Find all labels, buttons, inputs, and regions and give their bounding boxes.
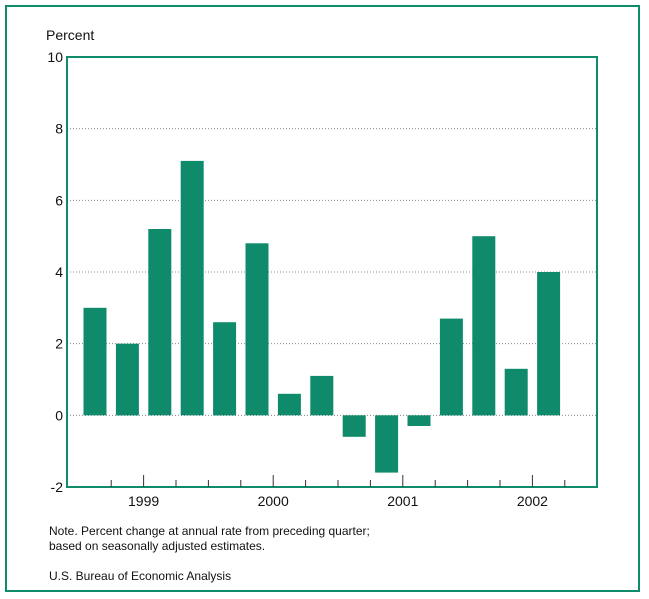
y-tick-labels: -2 0 2 4 6 8 10 [47, 49, 63, 495]
bar-2 [115, 343, 139, 416]
bar-15 [537, 272, 561, 416]
x-year-label: 1999 [128, 493, 159, 509]
bar-9 [342, 415, 366, 437]
plot-border [66, 56, 598, 488]
source-credit: U.S. Bureau of Economic Analysis [49, 569, 232, 583]
bar-5 [213, 322, 237, 416]
x-year-label: 2002 [517, 493, 548, 509]
y-tick-label: 6 [55, 192, 63, 208]
x-year-label: 2001 [387, 493, 418, 509]
axes [66, 56, 598, 488]
x-year-label: 2000 [258, 493, 289, 509]
bar-4 [180, 160, 204, 416]
bar-7 [277, 393, 301, 416]
y-tick-label: 2 [55, 336, 63, 352]
bar-12 [439, 318, 463, 416]
y-tick-label: 8 [55, 121, 63, 137]
bar-8 [310, 375, 334, 416]
chart-note: Note. Percent change at annual rate from… [49, 524, 370, 554]
x-tick-labels: 1999 2000 2001 2002 [128, 493, 548, 509]
bar-6 [245, 243, 269, 416]
bars [83, 160, 561, 473]
note-line-1: Note. Percent change at annual rate from… [49, 524, 370, 538]
bar-3 [148, 229, 172, 416]
bar-11 [407, 415, 431, 426]
y-tick-label: 0 [55, 407, 63, 423]
note-line-2: based on seasonally adjusted estimates. [49, 539, 266, 553]
y-tick-label: -2 [51, 479, 64, 495]
y-tick-label: 10 [47, 49, 63, 65]
bar-1 [83, 307, 107, 416]
bar-14 [504, 368, 528, 416]
chart-frame [5, 5, 640, 592]
y-axis-title: Percent [46, 27, 94, 43]
bar-10 [375, 415, 399, 473]
y-tick-label: 4 [55, 264, 63, 280]
bar-13 [472, 236, 496, 416]
